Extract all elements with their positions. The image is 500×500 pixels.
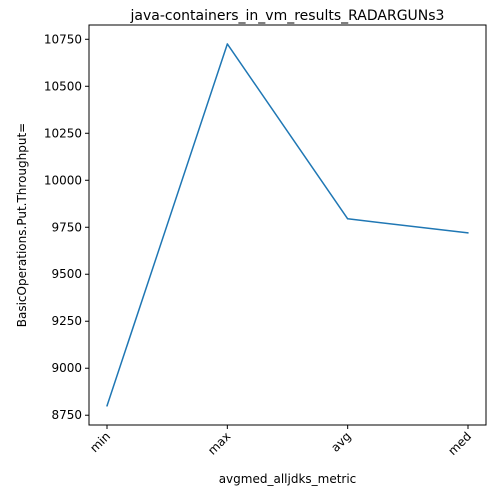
y-tick-label: 9750	[51, 220, 82, 234]
y-tick-label: 10000	[44, 173, 82, 187]
x-axis-label: avgmed_alljdks_metric	[219, 472, 357, 486]
y-tick-label: 9000	[51, 361, 82, 375]
data-point	[467, 232, 469, 234]
y-tick-label: 10750	[44, 32, 82, 46]
chart-title: java-containers_in_vm_results_RADARGUNs3	[130, 8, 445, 24]
data-point	[226, 43, 229, 45]
y-tick-label: 8750	[51, 408, 82, 422]
x-tick-label: med	[445, 429, 474, 458]
data-point	[346, 218, 349, 220]
y-tick-label: 9250	[51, 314, 82, 328]
y-axis-ticks: 8750 9000 9250 9500 9750 10000 10250 10500 10750	[44, 32, 89, 422]
x-tick-label: max	[205, 429, 233, 457]
plot-area	[88, 24, 487, 426]
y-tick-label: 10250	[44, 126, 82, 140]
x-axis-ticks: min max avg med	[87, 425, 474, 458]
series-layer	[106, 43, 469, 407]
y-axis-label: BasicOperations.Put.Throughput=	[15, 123, 29, 327]
x-tick-label: min	[87, 429, 113, 455]
x-tick-label: avg	[328, 429, 354, 455]
data-point	[106, 405, 108, 407]
series-line	[106, 43, 469, 407]
y-tick-label: 9500	[51, 267, 82, 281]
y-tick-label: 10500	[44, 79, 82, 93]
